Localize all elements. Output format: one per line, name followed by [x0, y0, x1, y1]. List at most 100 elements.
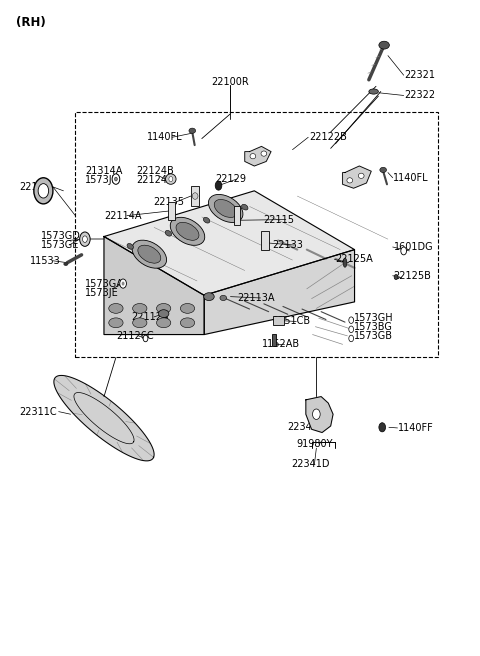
Ellipse shape	[401, 247, 407, 255]
Ellipse shape	[349, 317, 354, 323]
Ellipse shape	[214, 199, 237, 217]
Text: 22115: 22115	[263, 215, 294, 224]
Text: 22322: 22322	[405, 91, 436, 100]
Ellipse shape	[379, 422, 385, 432]
Text: 22321: 22321	[405, 70, 436, 80]
Ellipse shape	[215, 181, 222, 190]
Ellipse shape	[347, 178, 353, 183]
Ellipse shape	[63, 262, 68, 266]
Text: 22341F: 22341F	[288, 422, 324, 432]
Text: 1573GE: 1573GE	[41, 240, 79, 250]
Text: 1152AB: 1152AB	[262, 338, 300, 349]
Text: 1573GA: 1573GA	[85, 279, 124, 289]
Ellipse shape	[250, 154, 256, 159]
Ellipse shape	[394, 274, 398, 279]
Ellipse shape	[349, 326, 354, 333]
Text: 1140FF: 1140FF	[398, 423, 434, 433]
Ellipse shape	[208, 194, 243, 222]
Ellipse shape	[169, 176, 173, 182]
Ellipse shape	[143, 335, 148, 342]
Bar	[168, 202, 175, 220]
Ellipse shape	[138, 245, 161, 263]
Ellipse shape	[380, 167, 386, 173]
Text: 1573GD: 1573GD	[41, 231, 81, 241]
Text: 22114A: 22114A	[104, 211, 142, 220]
Ellipse shape	[189, 128, 196, 133]
Text: 1573BG: 1573BG	[354, 321, 393, 332]
Bar	[262, 232, 269, 250]
Ellipse shape	[204, 293, 214, 300]
Bar	[234, 206, 240, 226]
Text: 22341D: 22341D	[291, 459, 330, 469]
Polygon shape	[54, 375, 154, 461]
Bar	[272, 334, 276, 346]
Text: 1573JK: 1573JK	[85, 175, 119, 186]
Text: 21126C: 21126C	[116, 331, 154, 341]
Text: 22129: 22129	[215, 174, 246, 184]
Ellipse shape	[156, 318, 171, 328]
Ellipse shape	[166, 174, 176, 184]
Polygon shape	[306, 397, 333, 432]
Polygon shape	[343, 166, 371, 188]
Text: (RH): (RH)	[16, 16, 46, 29]
Ellipse shape	[83, 236, 87, 243]
Ellipse shape	[132, 318, 147, 328]
Text: 1573GH: 1573GH	[354, 312, 393, 323]
Ellipse shape	[312, 409, 320, 419]
Text: 11533: 11533	[30, 256, 61, 266]
Polygon shape	[245, 146, 271, 166]
Ellipse shape	[34, 178, 53, 204]
Ellipse shape	[115, 177, 117, 181]
Text: 1151CB: 1151CB	[274, 316, 312, 327]
Ellipse shape	[176, 222, 199, 240]
Text: 1601DG: 1601DG	[394, 242, 433, 252]
Ellipse shape	[80, 232, 90, 247]
Text: 1140FL: 1140FL	[393, 173, 428, 183]
Text: 22113A: 22113A	[238, 293, 275, 303]
Ellipse shape	[165, 230, 172, 236]
Ellipse shape	[120, 279, 126, 288]
Ellipse shape	[220, 295, 227, 300]
Ellipse shape	[204, 217, 210, 223]
Ellipse shape	[121, 281, 124, 285]
Ellipse shape	[156, 304, 171, 314]
Bar	[274, 316, 284, 325]
Ellipse shape	[132, 240, 167, 268]
Ellipse shape	[241, 204, 248, 210]
Text: 1140FL: 1140FL	[147, 133, 182, 142]
Ellipse shape	[349, 335, 354, 342]
Ellipse shape	[261, 151, 267, 156]
Polygon shape	[104, 191, 355, 295]
Text: 22125A: 22125A	[336, 255, 373, 264]
Text: 1573GB: 1573GB	[354, 331, 393, 341]
Ellipse shape	[170, 217, 205, 245]
Ellipse shape	[343, 258, 347, 267]
Ellipse shape	[180, 318, 195, 328]
Text: 22311C: 22311C	[20, 407, 57, 417]
Text: 22122B: 22122B	[309, 133, 347, 142]
Text: 1573JE: 1573JE	[85, 289, 119, 298]
Ellipse shape	[192, 193, 198, 199]
Ellipse shape	[109, 318, 123, 328]
Bar	[75, 112, 438, 358]
Text: 22133: 22133	[273, 240, 303, 250]
Text: 22124C: 22124C	[136, 175, 174, 186]
Text: 91980Y: 91980Y	[296, 440, 333, 449]
Ellipse shape	[127, 243, 133, 249]
Bar	[191, 186, 199, 206]
Ellipse shape	[132, 304, 147, 314]
Text: 22124B: 22124B	[136, 166, 174, 176]
Text: 22135: 22135	[153, 197, 184, 207]
Ellipse shape	[112, 174, 120, 184]
Ellipse shape	[180, 304, 195, 314]
Text: 22144: 22144	[20, 182, 50, 192]
Text: 22112A: 22112A	[131, 312, 169, 322]
Ellipse shape	[359, 173, 364, 178]
Text: 22125B: 22125B	[394, 271, 432, 281]
Text: 21314A: 21314A	[85, 166, 122, 176]
Ellipse shape	[38, 184, 48, 198]
Text: 22100R: 22100R	[211, 77, 249, 87]
Polygon shape	[204, 250, 355, 335]
Polygon shape	[104, 237, 204, 335]
Ellipse shape	[109, 304, 123, 314]
